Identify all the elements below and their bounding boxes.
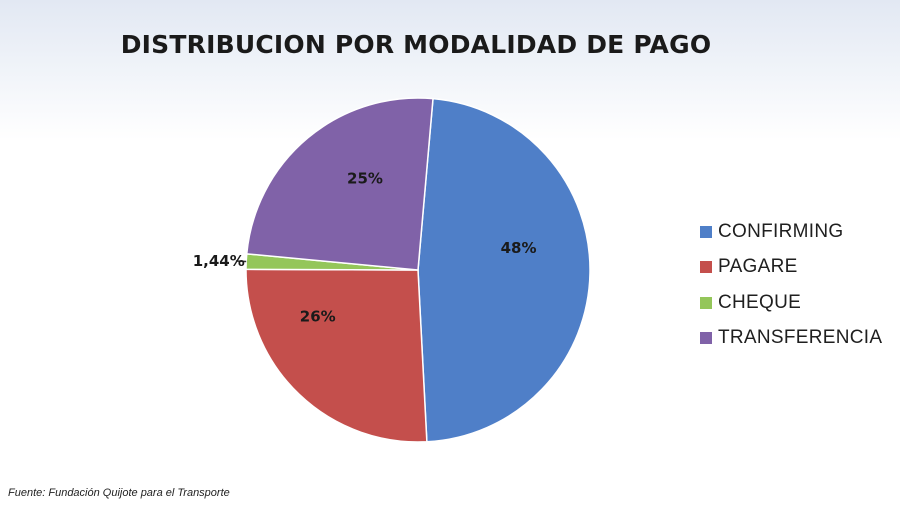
legend-item-transferencia: TRANSFERENCIA (700, 321, 882, 357)
data-label-transferencia: 25% (347, 169, 383, 187)
legend-item-pagare: PAGARE (700, 250, 882, 286)
chart-legend: CONFIRMING PAGARE CHEQUE TRANSFERENCIA (700, 214, 882, 356)
legend-item-cheque: CHEQUE (700, 285, 882, 321)
legend-swatch-confirming (700, 225, 712, 238)
legend-label-pagare: PAGARE (718, 256, 798, 278)
legend-label-confirming: CONFIRMING (718, 220, 844, 242)
pie-slice-confirming (417, 97, 591, 443)
legend-swatch-cheque (700, 296, 712, 309)
legend-label-cheque: CHEQUE (718, 291, 802, 313)
pie-slice-pagare (245, 268, 428, 443)
legend-swatch-pagare (700, 261, 712, 274)
legend-label-transferencia: TRANSFERENCIA (718, 327, 883, 349)
legend-swatch-transferencia (700, 332, 712, 345)
legend-item-confirming: CONFIRMING (700, 214, 882, 250)
data-label-pagare: 26% (300, 307, 336, 325)
source-note: Fuente: Fundación Quijote para el Transp… (8, 487, 230, 499)
data-label-cheque: 1,44% (193, 252, 245, 270)
leader-line-cheque (235, 260, 247, 263)
chart-title: DISTRIBUCION POR MODALIDAD DE PAGO (120, 30, 712, 59)
pie-slice-transferencia (246, 97, 434, 271)
data-label-confirming: 48% (501, 239, 537, 257)
